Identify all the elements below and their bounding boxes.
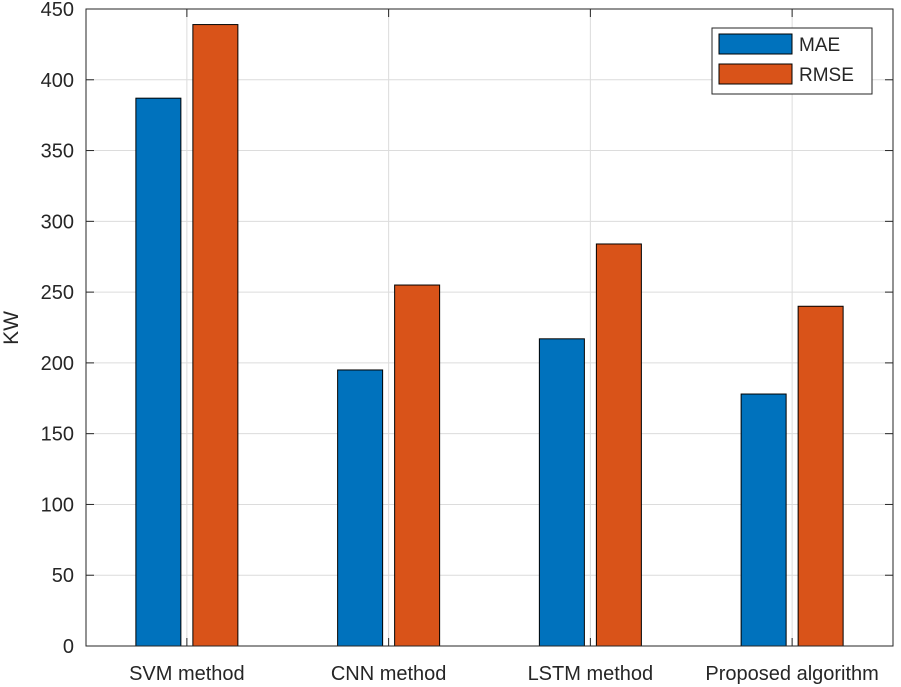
y-tick-label: 100 (41, 494, 74, 516)
bar-rmse-2 (595, 243, 642, 647)
x-tick-label: Proposed algorithm (705, 663, 878, 685)
y-tick-label: 450 (41, 0, 74, 21)
y-tick-labels: 0 50 100 150 200 250 300 350 400 450 (41, 0, 74, 658)
legend-swatch-mae (718, 33, 793, 55)
bar-rmse-1 (394, 284, 441, 647)
bars (135, 24, 844, 647)
bar-rmse-3 (797, 305, 844, 647)
y-axis-label: KW (0, 311, 23, 345)
bar-mae-3 (740, 393, 787, 647)
legend-label-rmse: RMSE (799, 65, 854, 86)
bar-mae-2 (538, 338, 585, 647)
bar-rmse-0 (192, 24, 239, 647)
y-tick-label: 0 (63, 636, 74, 658)
x-tick-label: CNN method (331, 663, 447, 685)
y-tick-label: 50 (52, 565, 74, 587)
y-tick-label: 350 (41, 141, 74, 163)
legend-swatch-rmse (718, 63, 793, 85)
legend-label-mae: MAE (799, 35, 840, 56)
axis-ticks (86, 8, 893, 647)
plot-frame (85, 8, 894, 647)
y-tick-label: 250 (41, 282, 74, 304)
x-tick-label: LSTM method (528, 663, 654, 685)
y-tick-label: 150 (41, 424, 74, 446)
y-tick-label: 300 (41, 211, 74, 233)
bar-mae-0 (135, 97, 182, 647)
y-tick-label: 400 (41, 70, 74, 92)
bar-mae-1 (337, 369, 384, 647)
x-tick-labels: SVM method CNN method LSTM method Proposed … (129, 663, 879, 685)
y-tick-label: 200 (41, 353, 74, 375)
legend: MAE RMSE (711, 27, 873, 95)
x-tick-label: SVM method (129, 663, 245, 685)
